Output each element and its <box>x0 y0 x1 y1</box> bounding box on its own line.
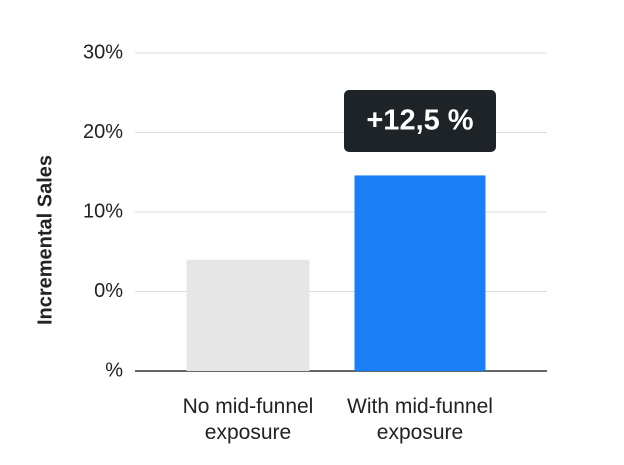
annotation: +12,5 % <box>366 105 473 137</box>
y-tick-label: 10% <box>83 200 123 222</box>
y-tick-label: 30% <box>83 41 123 63</box>
y-tick-label: 0% <box>94 280 123 302</box>
y-tick-label: % <box>105 359 123 381</box>
bar <box>186 259 310 371</box>
y-tick-label: 20% <box>83 121 123 143</box>
x-tick-label: No mid-funnel exposure <box>182 395 314 444</box>
x-tick-label: With mid-funnel exposure <box>347 395 493 444</box>
y-axis-label: Incremental Sales <box>34 155 56 325</box>
bar <box>354 175 486 371</box>
annotation-box <box>344 90 496 152</box>
